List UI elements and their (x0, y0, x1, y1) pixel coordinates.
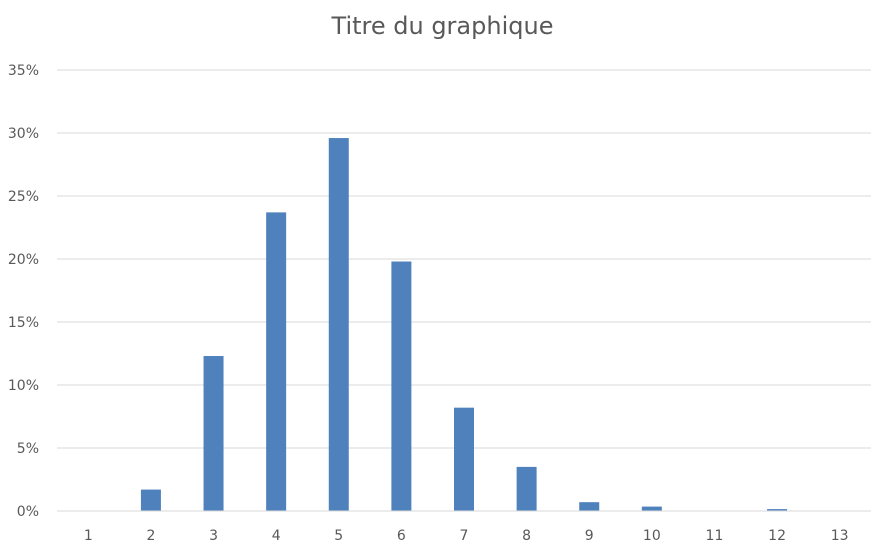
x-tick-label: 9 (585, 528, 594, 544)
bars (140, 138, 788, 512)
bar (767, 509, 788, 511)
y-tick-label: 15% (8, 315, 39, 331)
x-tick-label: 8 (522, 528, 531, 544)
y-tick-label: 0% (17, 504, 39, 520)
gridlines (57, 69, 871, 449)
y-tick-label: 10% (8, 378, 39, 394)
y-tick-label: 5% (17, 441, 39, 457)
x-tick-label: 1 (84, 528, 93, 544)
x-tick-label: 5 (334, 528, 343, 544)
x-tick-label: 12 (768, 528, 786, 544)
bar (454, 407, 474, 511)
y-tick-label: 35% (8, 63, 39, 79)
bar (391, 261, 412, 511)
bar (579, 502, 600, 511)
x-tick-label: 4 (272, 528, 281, 544)
bar (140, 489, 161, 511)
x-tick-label: 13 (831, 528, 849, 544)
x-tick-label: 7 (460, 528, 469, 544)
x-tick-label: 3 (209, 528, 218, 544)
y-tick-label: 20% (8, 252, 39, 268)
bar (266, 212, 287, 511)
chart-title: Titre du graphique (331, 12, 554, 40)
bar (203, 356, 224, 511)
bar (516, 466, 537, 511)
x-tick-label: 6 (397, 528, 406, 544)
x-tick-label: 11 (706, 528, 724, 544)
bar (641, 506, 662, 511)
x-tick-label: 2 (146, 528, 155, 544)
y-tick-label: 30% (8, 126, 39, 142)
bar (328, 138, 349, 512)
tick-labels: 0%5%10%15%20%25%30%35%1 2 3 4 5 6 7 8 9 10 11 12 13 (8, 63, 849, 544)
y-tick-label: 25% (8, 189, 39, 205)
x-tick-label: 10 (643, 528, 661, 544)
